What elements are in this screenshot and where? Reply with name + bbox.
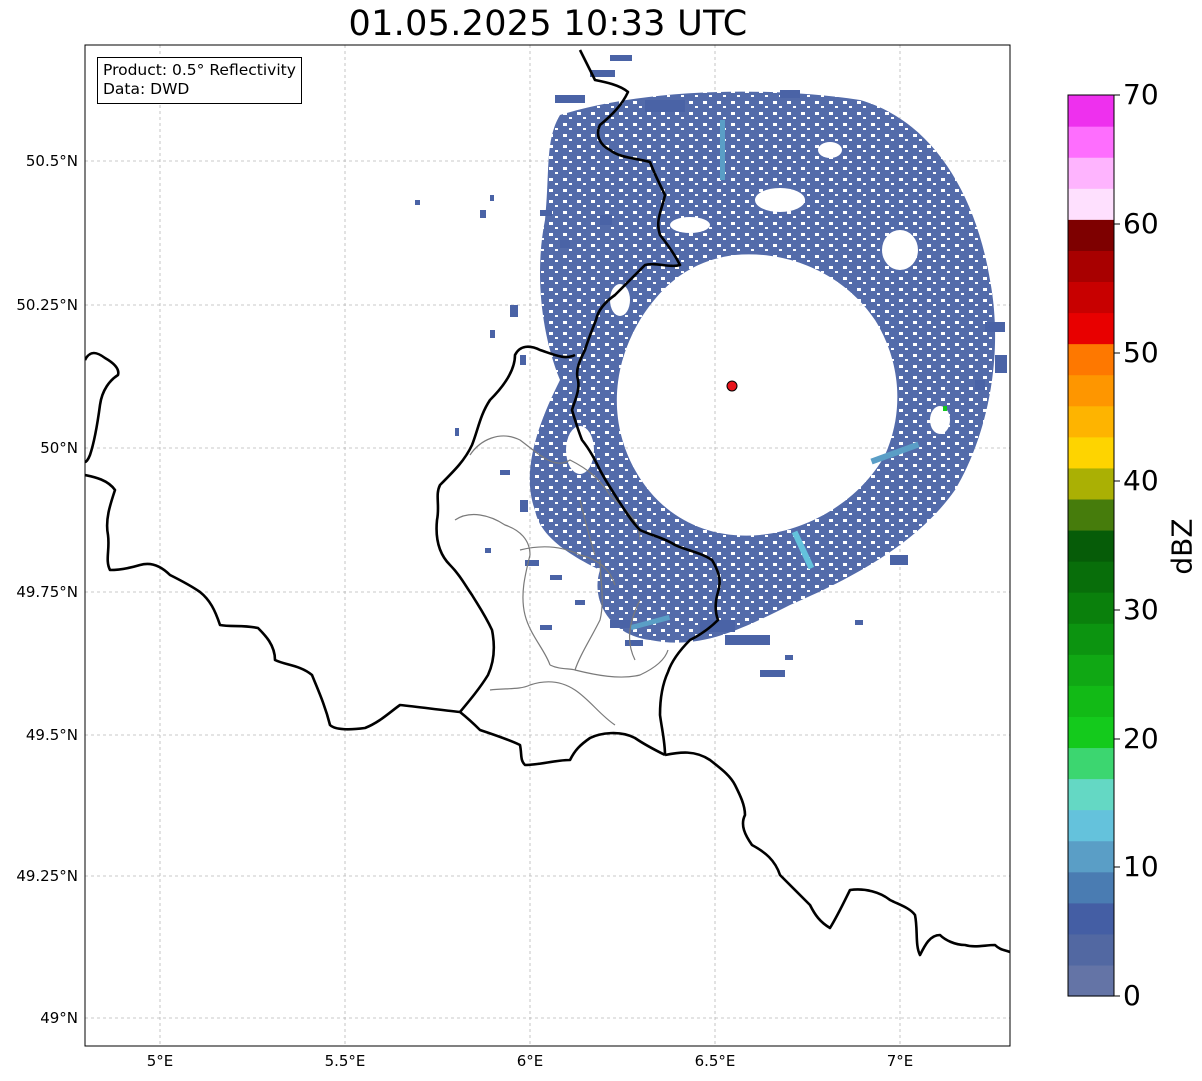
colorbar-segment — [1068, 436, 1114, 469]
map-title: 01.05.2025 10:33 UTC — [348, 4, 748, 44]
product-info-box: Product: 0.5° Reflectivity Data: DWD — [97, 57, 302, 104]
product-label: Product: 0.5° Reflectivity — [103, 61, 296, 79]
colorbar-segment — [1068, 592, 1114, 624]
colorbar-segment — [1068, 747, 1114, 780]
colorbar-segment — [1068, 219, 1114, 251]
colorbar-ticks — [1114, 94, 1120, 997]
colorbar-segment — [1068, 95, 1114, 127]
lat-tick-label: 49.5°N — [25, 726, 78, 744]
colorbar-segment — [1068, 871, 1114, 904]
colorbar-segment — [1068, 157, 1114, 189]
colorbar-segment — [1068, 498, 1114, 531]
lon-tick-label: 7°E — [886, 1052, 914, 1070]
reflectivity-field — [415, 55, 1007, 677]
colorbar-segment — [1068, 778, 1114, 811]
colorbar-segment — [1068, 561, 1114, 593]
lat-tick-label: 50°N — [40, 439, 78, 457]
colorbar-axis-label: dBZ — [1165, 518, 1199, 575]
colorbar-tick-label: 60 — [1123, 207, 1159, 240]
lon-tick-label: 5.5°E — [324, 1052, 366, 1070]
lat-tick-label: 50.5°N — [25, 152, 78, 170]
colorbar-tick-label: 10 — [1123, 850, 1159, 883]
colorbar-segment — [1068, 250, 1114, 283]
colorbar — [1068, 95, 1114, 997]
lat-tick-label: 49°N — [40, 1009, 78, 1027]
colorbar-segment — [1068, 623, 1114, 655]
radar-site-marker — [726, 380, 738, 392]
colorbar-tick-label: 30 — [1123, 593, 1159, 626]
colorbar-segment — [1068, 126, 1114, 158]
lat-tick-label: 49.75°N — [16, 583, 78, 601]
colorbar-segment — [1068, 312, 1114, 345]
plot-frame — [84, 44, 1011, 1047]
colorbar-segment — [1068, 529, 1114, 562]
colorbar-segment — [1068, 343, 1114, 376]
colorbar-segment — [1068, 933, 1114, 966]
colorbar-segment — [1068, 902, 1114, 935]
lat-tick-label: 49.25°N — [16, 867, 78, 885]
colorbar-segment — [1068, 188, 1114, 220]
colorbar-tick-label: 20 — [1123, 722, 1159, 755]
colorbar-segment — [1068, 281, 1114, 314]
lat-tick-label: 50.25°N — [16, 296, 78, 314]
colorbar-segment — [1068, 374, 1114, 407]
colorbar-frame — [1067, 94, 1115, 997]
lon-tick-label: 6°E — [516, 1052, 544, 1070]
colorbar-tick-label: 40 — [1123, 464, 1159, 497]
data-source-label: Data: DWD — [103, 80, 190, 98]
echo-ring — [529, 91, 996, 643]
lon-tick-label: 6.5°E — [694, 1052, 736, 1070]
lon-tick-label: 5°E — [146, 1052, 174, 1070]
colorbar-segment — [1068, 654, 1114, 686]
colorbar-tick-label: 50 — [1123, 336, 1159, 369]
colorbar-segment — [1068, 840, 1114, 873]
colorbar-segment — [1068, 809, 1114, 842]
colorbar-tick-label: 70 — [1123, 78, 1159, 111]
colorbar-segment — [1068, 467, 1114, 500]
colorbar-segment — [1068, 685, 1114, 717]
country-borders — [85, 49, 1010, 957]
colorbar-segment — [1068, 405, 1114, 438]
colorbar-segment — [1068, 716, 1114, 749]
colorbar-tick-label: 0 — [1123, 979, 1141, 1012]
colorbar-segment — [1068, 964, 1114, 997]
